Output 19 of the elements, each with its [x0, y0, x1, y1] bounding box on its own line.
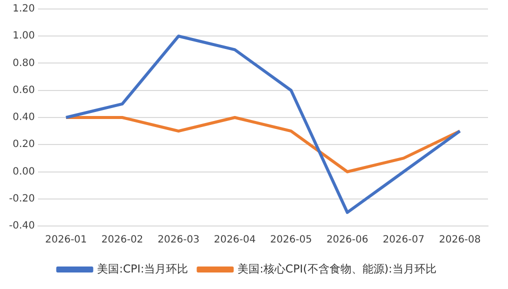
x-tick-label: 2026-06	[326, 234, 368, 246]
y-tick-label: 0.80	[12, 58, 35, 69]
x-tick-label: 2026-03	[158, 234, 200, 246]
y-tick-label: -0.20	[9, 193, 35, 204]
y-tick-label: 0.00	[12, 166, 35, 178]
x-tick-label: 2026-04	[214, 234, 256, 246]
x-tick-label: 2026-05	[270, 234, 312, 246]
x-tick-label: 2026-02	[101, 234, 144, 246]
x-tick-label: 2026-08	[438, 234, 481, 246]
x-tick-label: 2026-07	[382, 234, 424, 246]
x-tick-label: 2026-01	[45, 234, 87, 246]
y-tick-label: 0.20	[12, 139, 35, 150]
y-tick-label: 0.60	[12, 84, 35, 96]
legend-label: 美国:核心CPI(不含食物、能源):当月环比	[238, 262, 436, 276]
y-tick-label: 0.40	[12, 112, 35, 124]
y-tick-label: 1.00	[12, 30, 35, 42]
legend-label: 美国:CPI:当月环比	[97, 262, 188, 276]
y-tick-label: 1.20	[12, 4, 35, 15]
y-tick-label: -0.40	[9, 220, 35, 232]
